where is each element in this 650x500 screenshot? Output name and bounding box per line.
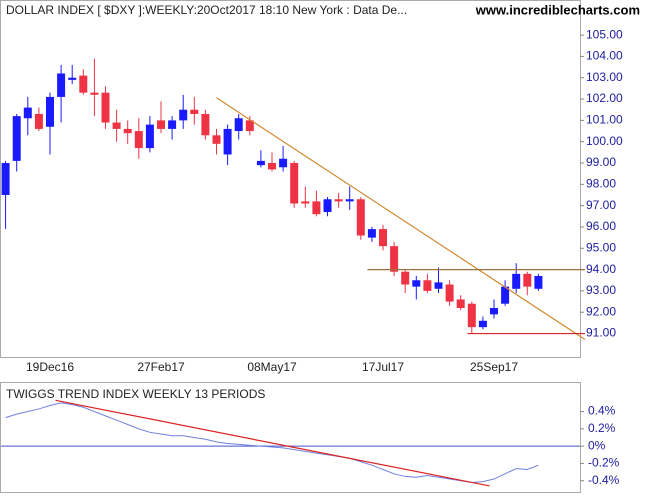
- candle-body: [279, 158, 288, 168]
- candle-body: [212, 135, 221, 144]
- y-tick-label: 102.00: [586, 91, 623, 105]
- y-tick-label: 99.00: [586, 155, 616, 169]
- y-tick-label: 95.00: [586, 240, 616, 254]
- indicator-line: [5, 402, 539, 483]
- indicator-panel: [0, 382, 581, 493]
- y-tick-label: -0.4%: [588, 473, 620, 487]
- candle-body: [401, 271, 410, 285]
- candle-body: [168, 120, 177, 129]
- candle-body: [334, 199, 343, 202]
- candle-body: [345, 199, 354, 202]
- y-tick-label: 103.00: [586, 70, 623, 84]
- price-panel: [0, 0, 581, 358]
- candle-body: [379, 229, 387, 247]
- candle-body: [423, 280, 432, 291]
- chart-title: DOLLAR INDEX [ $DXY ]:WEEKLY:20Oct2017 1…: [6, 3, 407, 17]
- x-tick-label: 27Feb17: [137, 360, 185, 374]
- candle-body: [534, 275, 543, 289]
- candle-body: [301, 201, 310, 204]
- candle-body: [101, 92, 110, 123]
- candle-body: [478, 320, 487, 328]
- candle-body: [367, 229, 376, 238]
- candle-body: [268, 163, 276, 170]
- candle-body: [68, 77, 77, 80]
- candle-body: [467, 303, 476, 328]
- candle-body: [312, 201, 321, 215]
- y-tick-label: 97.00: [586, 198, 616, 212]
- y-tick-label: 0%: [588, 438, 606, 452]
- candle-body: [412, 280, 421, 287]
- candle-body: [356, 199, 365, 236]
- candle-body: [390, 246, 399, 272]
- candle-body: [57, 73, 66, 97]
- candle-body: [290, 163, 299, 204]
- candle-body: [157, 120, 165, 129]
- x-tick-label: 25Sep17: [470, 360, 518, 374]
- candle-body: [234, 118, 243, 132]
- candle-body: [223, 128, 232, 155]
- candle-body: [46, 96, 54, 127]
- candle-body: [434, 282, 443, 289]
- x-tick-label: 17Jul17: [362, 360, 404, 374]
- y-tick-label: 101.00: [586, 113, 623, 127]
- candle-body: [512, 273, 521, 289]
- x-tick-label: 19Dec16: [26, 360, 74, 374]
- x-tick-label: 08May17: [247, 360, 297, 374]
- candle-body: [190, 109, 199, 114]
- y-tick-label: 104.00: [586, 49, 623, 63]
- candle-body: [34, 113, 43, 129]
- y-tick-label: 100.00: [586, 134, 623, 148]
- candle-body: [456, 299, 465, 308]
- trend-line: [55, 399, 490, 487]
- candle-body: [179, 109, 188, 121]
- candle-body: [523, 273, 532, 287]
- candle-body: [501, 286, 510, 304]
- candle-body: [23, 107, 32, 119]
- y-tick-label: 91.00: [586, 326, 616, 340]
- candle-body: [323, 199, 332, 213]
- candle-body: [123, 128, 132, 134]
- candle-body: [201, 113, 210, 136]
- y-tick-label: 92.00: [586, 304, 616, 318]
- y-tick-label: 93.00: [586, 283, 616, 297]
- y-tick-label: -0.2%: [588, 456, 620, 470]
- site: www.incrediblecharts.com: [475, 2, 640, 17]
- y-tick-label: 0.4%: [588, 404, 616, 418]
- indicator-title: TWIGGS TREND INDEX WEEKLY 13 PERIODS: [6, 387, 265, 401]
- candle-body: [79, 75, 88, 93]
- candle-body: [112, 122, 121, 129]
- y-tick-label: 94.00: [586, 262, 616, 276]
- candle-body: [1, 163, 10, 195]
- y-tick-label: 105.00: [586, 27, 623, 41]
- y-tick-label: 0.2%: [588, 421, 616, 435]
- candle-body: [490, 307, 498, 315]
- trend-line: [216, 97, 586, 341]
- candle-body: [145, 124, 154, 149]
- candle-body: [445, 284, 454, 302]
- y-tick-label: 98.00: [586, 177, 616, 191]
- candle-body: [12, 116, 21, 161]
- y-tick-label: 96.00: [586, 219, 616, 233]
- candle-body: [134, 131, 143, 149]
- candle-body: [256, 160, 265, 166]
- candle-body: [90, 92, 99, 95]
- candle-body: [245, 120, 254, 132]
